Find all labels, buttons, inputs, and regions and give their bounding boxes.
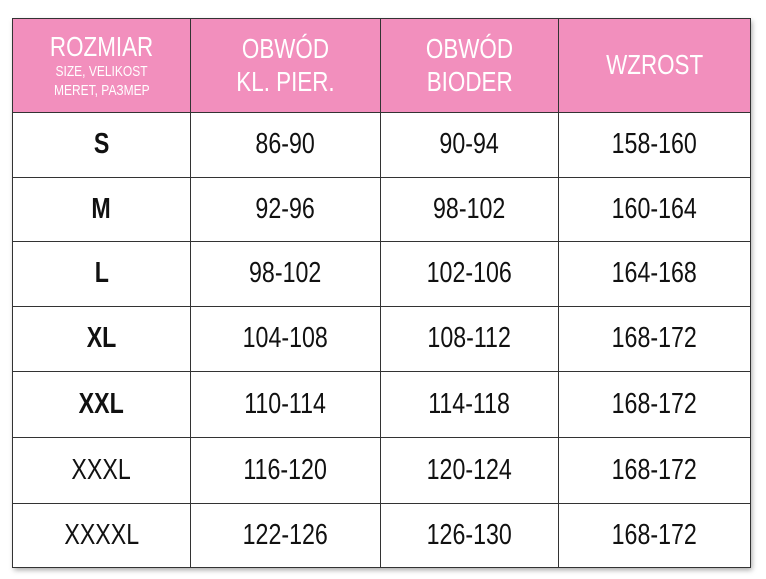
- table-cell: 168-172: [558, 306, 751, 372]
- header-text: BIODER: [426, 65, 513, 97]
- cell-text: 168-172: [611, 518, 698, 551]
- cell-text: 102-106: [426, 257, 513, 290]
- table-cell: 168-172: [558, 437, 751, 504]
- header-cell: OBWÓD KL. PIER.: [190, 18, 381, 113]
- cell-text: 160-164: [611, 192, 698, 225]
- table-cell: 160-164: [558, 177, 751, 242]
- cell-text: 98-102: [249, 257, 322, 290]
- table-cell: XL: [12, 306, 191, 372]
- header-cell: OBWÓD BIODER: [380, 18, 559, 113]
- table-cell: 116-120: [190, 437, 381, 504]
- table-cell: 120-124: [380, 437, 559, 504]
- size-label: L: [94, 257, 109, 290]
- table-cell: 164-168: [558, 241, 751, 307]
- table-cell: 102-106: [380, 241, 559, 307]
- table-cell: S: [12, 112, 191, 178]
- header-text: ROZMIAR: [49, 30, 154, 62]
- header-text: KL. PIER.: [236, 65, 335, 97]
- cell-text: 98-102: [433, 192, 506, 225]
- cell-text: 164-168: [611, 257, 698, 290]
- table-cell: XXL: [12, 371, 191, 438]
- table-cell: 92-96: [190, 177, 381, 242]
- table-cell: 86-90: [190, 112, 381, 178]
- table-cell: 114-118: [380, 371, 559, 438]
- table-cell: 126-130: [380, 503, 559, 568]
- header-text: MERET, РАЗМЕР: [53, 81, 150, 99]
- size-label: XXXL: [71, 453, 132, 486]
- cell-text: 114-118: [428, 387, 511, 420]
- cell-text: 92-96: [255, 192, 316, 225]
- cell-text: 110-114: [244, 387, 327, 420]
- cell-text: 168-172: [611, 387, 698, 420]
- table-cell: 158-160: [558, 112, 751, 178]
- header-cell: WZROST: [558, 18, 751, 113]
- header-text: SIZE, VELIKOST: [55, 62, 148, 80]
- cell-text: 108-112: [427, 322, 512, 355]
- cell-text: 90-94: [439, 128, 500, 161]
- table-cell: 108-112: [380, 306, 559, 372]
- table-cell: L: [12, 241, 191, 307]
- size-label: XL: [86, 322, 117, 355]
- table-cell: 122-126: [190, 503, 381, 568]
- cell-text: 104-108: [242, 322, 329, 355]
- size-label: XXL: [78, 387, 125, 420]
- size-label: M: [91, 192, 112, 225]
- cell-text: 120-124: [426, 453, 513, 486]
- size-label: XXXXL: [64, 518, 139, 551]
- table-cell: XXXL: [12, 437, 191, 504]
- cell-text: 126-130: [426, 518, 513, 551]
- table-cell: M: [12, 177, 191, 242]
- cell-text: 122-126: [242, 518, 329, 551]
- size-table: ROZMIAR SIZE, VELIKOST MERET, РАЗМЕР OBWÓD K…: [12, 18, 751, 568]
- header-text: OBWÓD: [425, 33, 514, 65]
- table-cell: 168-172: [558, 503, 751, 568]
- table-cell: 98-102: [380, 177, 559, 242]
- header-cell: ROZMIAR SIZE, VELIKOST MERET, РАЗМЕР: [12, 18, 191, 113]
- table-cell: 90-94: [380, 112, 559, 178]
- cell-text: 86-90: [255, 128, 316, 161]
- header-text: WZROST: [605, 49, 704, 81]
- cell-text: 168-172: [611, 453, 698, 486]
- table-cell: 98-102: [190, 241, 381, 307]
- table-cell: 104-108: [190, 306, 381, 372]
- size-label: S: [93, 128, 110, 161]
- table-cell: XXXXL: [12, 503, 191, 568]
- table-cell: 110-114: [190, 371, 381, 438]
- header-text: OBWÓD: [241, 33, 330, 65]
- cell-text: 168-172: [611, 322, 698, 355]
- table-cell: 168-172: [558, 371, 751, 438]
- cell-text: 116-120: [243, 453, 328, 486]
- cell-text: 158-160: [611, 128, 698, 161]
